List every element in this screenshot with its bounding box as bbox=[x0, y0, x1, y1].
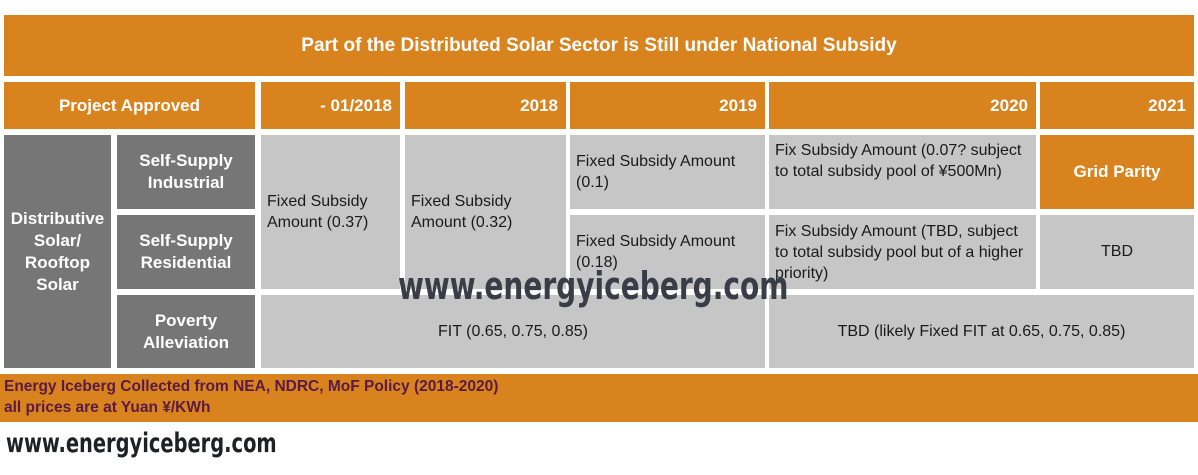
header-2019: 2019 bbox=[570, 82, 765, 129]
header-2020: 2020 bbox=[769, 82, 1036, 129]
watermark-center: www.energyiceberg.com bbox=[398, 264, 789, 308]
cell-residential-2020: Fix Subsidy Amount (TBD, subject to tota… bbox=[769, 215, 1036, 289]
cell-2018-subsidy: Fixed Subsidy Amount (0.32) bbox=[405, 135, 566, 289]
header-project-approved: Project Approved bbox=[4, 82, 255, 129]
header-2018: 2018 bbox=[405, 82, 566, 129]
row-label-poverty-alleviation: Poverty Alleviation bbox=[117, 295, 255, 368]
cell-poverty-tbd: TBD (likely Fixed FIT at 0.65, 0.75, 0.8… bbox=[769, 295, 1194, 368]
units-note: all prices are at Yuan ¥/KWh bbox=[4, 399, 211, 416]
cell-industrial-2019: Fixed Subsidy Amount (0.1) bbox=[570, 135, 765, 209]
cell-industrial-2021: Grid Parity bbox=[1040, 135, 1194, 209]
header-2021: 2021 bbox=[1040, 82, 1194, 129]
cell-pre-2018-subsidy: Fixed Subsidy Amount (0.37) bbox=[261, 135, 400, 289]
source-note: Energy Iceberg Collected from NEA, NDRC,… bbox=[4, 378, 499, 395]
cell-residential-2021: TBD bbox=[1040, 215, 1194, 289]
source-footer: Energy Iceberg Collected from NEA, NDRC,… bbox=[0, 374, 1198, 422]
cell-industrial-2020: Fix Subsidy Amount (0.07? subject to tot… bbox=[769, 135, 1036, 209]
header-pre-2018: - 01/2018 bbox=[261, 82, 400, 129]
table-title: Part of the Distributed Solar Sector is … bbox=[4, 15, 1194, 76]
category-distributive-solar: Distributive Solar/ Rooftop Solar bbox=[4, 135, 111, 368]
cell-residential-2019: Fixed Subsidy Amount (0.18) bbox=[570, 215, 765, 289]
row-label-self-supply-residential: Self-Supply Residential bbox=[117, 215, 255, 289]
row-label-self-supply-industrial: Self-Supply Industrial bbox=[117, 135, 255, 209]
watermark-bottom: www.energyiceberg.com bbox=[6, 428, 277, 459]
cell-poverty-fit: FIT (0.65, 0.75, 0.85) bbox=[261, 295, 765, 368]
